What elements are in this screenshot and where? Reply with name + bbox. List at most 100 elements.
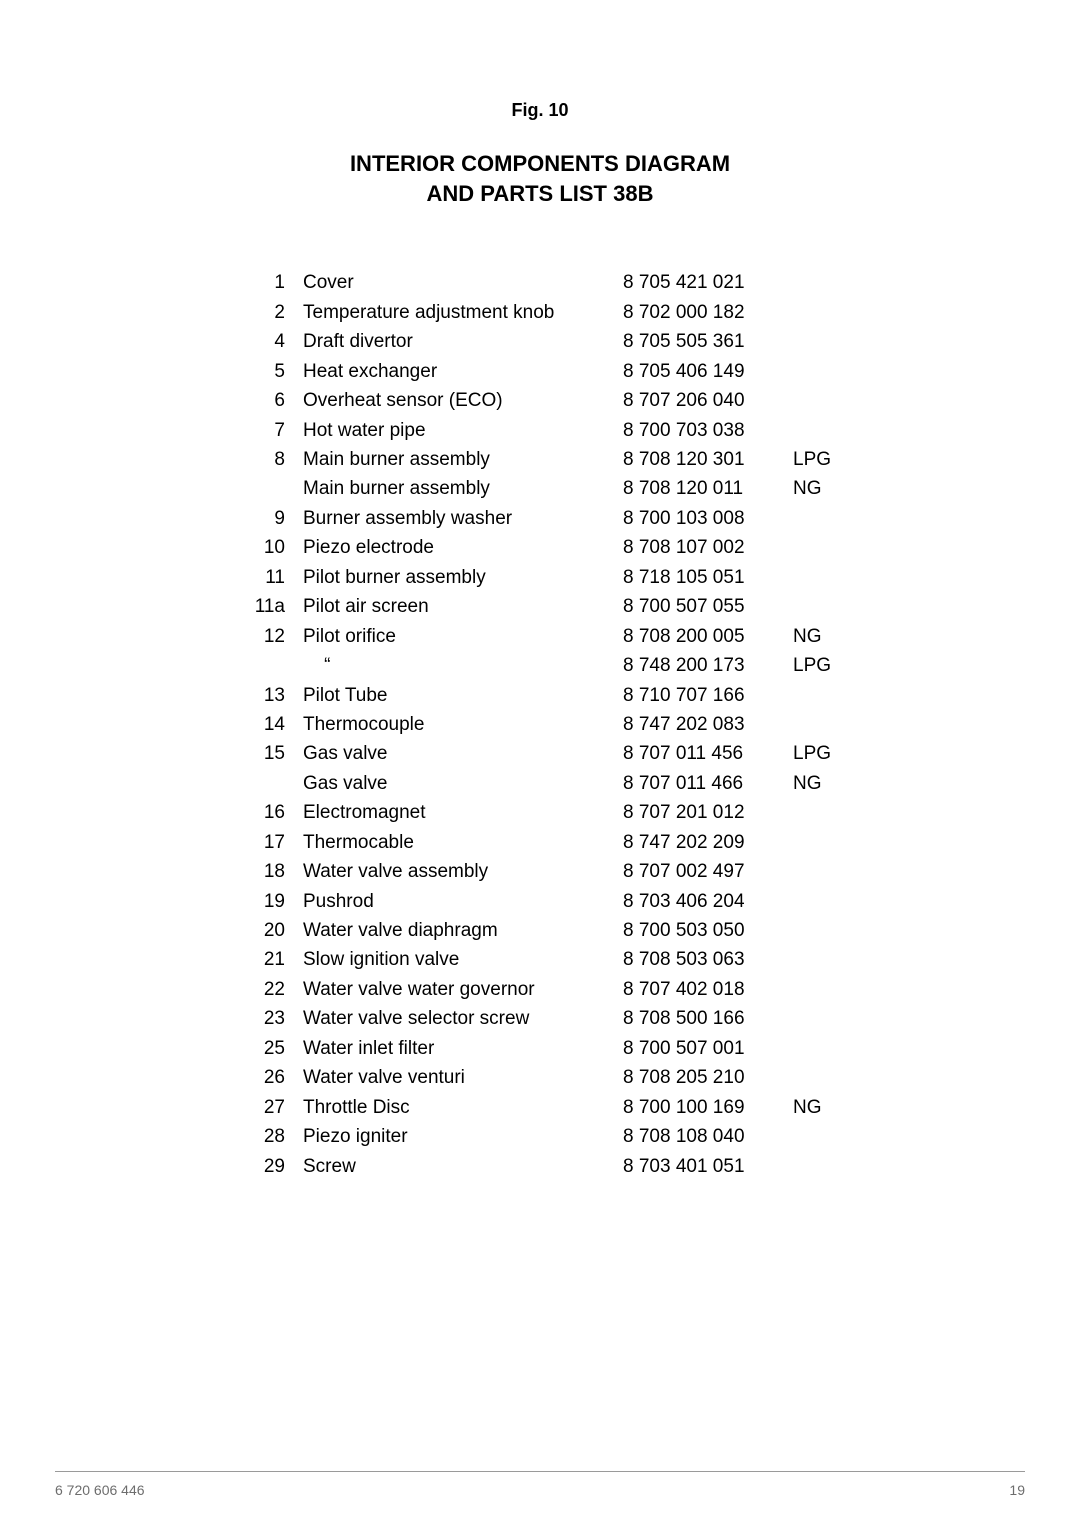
figure-label: Fig. 10 bbox=[0, 100, 1080, 121]
row-number: 22 bbox=[235, 975, 303, 1004]
table-row: Gas valve8 707 011 466NG bbox=[235, 769, 895, 798]
row-note bbox=[793, 386, 853, 415]
table-row: 18Water valve assembly8 707 002 497 bbox=[235, 857, 895, 886]
row-part-number: 8 703 406 204 bbox=[623, 887, 793, 916]
row-part-number: 8 705 406 149 bbox=[623, 357, 793, 386]
row-part-number: 8 700 103 008 bbox=[623, 504, 793, 533]
table-row: 20Water valve diaphragm8 700 503 050 bbox=[235, 916, 895, 945]
row-number: 5 bbox=[235, 357, 303, 386]
row-description: Slow ignition valve bbox=[303, 945, 623, 974]
row-note bbox=[793, 298, 853, 327]
title-line-1: INTERIOR COMPONENTS DIAGRAM bbox=[0, 149, 1080, 179]
table-row: 22Water valve water governor8 707 402 01… bbox=[235, 975, 895, 1004]
row-description: Pilot air screen bbox=[303, 592, 623, 621]
row-part-number: 8 707 201 012 bbox=[623, 798, 793, 827]
row-number: 2 bbox=[235, 298, 303, 327]
row-part-number: 8 707 402 018 bbox=[623, 975, 793, 1004]
row-description: Pilot burner assembly bbox=[303, 563, 623, 592]
row-description: Pilot Tube bbox=[303, 681, 623, 710]
row-number: 16 bbox=[235, 798, 303, 827]
row-part-number: 8 708 500 166 bbox=[623, 1004, 793, 1033]
row-description: Piezo igniter bbox=[303, 1122, 623, 1151]
row-part-number: 8 705 421 021 bbox=[623, 268, 793, 297]
row-number: 11 bbox=[235, 563, 303, 592]
row-note bbox=[793, 710, 853, 739]
row-note: LPG bbox=[793, 445, 853, 474]
row-number bbox=[235, 651, 303, 680]
row-part-number: 8 703 401 051 bbox=[623, 1152, 793, 1181]
row-number: 10 bbox=[235, 533, 303, 562]
table-row: 8Main burner assembly8 708 120 301LPG bbox=[235, 445, 895, 474]
table-row: 12Pilot orifice8 708 200 005NG bbox=[235, 622, 895, 651]
row-number: 7 bbox=[235, 416, 303, 445]
table-row: 28Piezo igniter8 708 108 040 bbox=[235, 1122, 895, 1151]
table-row: 6Overheat sensor (ECO)8 707 206 040 bbox=[235, 386, 895, 415]
row-description: Water valve venturi bbox=[303, 1063, 623, 1092]
row-part-number: 8 705 505 361 bbox=[623, 327, 793, 356]
row-description: Pilot orifice bbox=[303, 622, 623, 651]
row-number: 26 bbox=[235, 1063, 303, 1092]
row-part-number: 8 718 105 051 bbox=[623, 563, 793, 592]
title-block: INTERIOR COMPONENTS DIAGRAM AND PARTS LI… bbox=[0, 149, 1080, 208]
row-description: Water valve selector screw bbox=[303, 1004, 623, 1033]
table-row: 11aPilot air screen8 700 507 055 bbox=[235, 592, 895, 621]
row-note: NG bbox=[793, 1093, 853, 1122]
row-description: Gas valve bbox=[303, 769, 623, 798]
row-number: 14 bbox=[235, 710, 303, 739]
row-part-number: 8 700 703 038 bbox=[623, 416, 793, 445]
table-row: 5Heat exchanger8 705 406 149 bbox=[235, 357, 895, 386]
row-note bbox=[793, 916, 853, 945]
row-note: LPG bbox=[793, 739, 853, 768]
row-description: Electromagnet bbox=[303, 798, 623, 827]
row-number: 19 bbox=[235, 887, 303, 916]
table-row: 9Burner assembly washer8 700 103 008 bbox=[235, 504, 895, 533]
table-row: 1Cover8 705 421 021 bbox=[235, 268, 895, 297]
row-description: Screw bbox=[303, 1152, 623, 1181]
row-number: 27 bbox=[235, 1093, 303, 1122]
table-row: 16Electromagnet8 707 201 012 bbox=[235, 798, 895, 827]
row-part-number: 8 707 206 040 bbox=[623, 386, 793, 415]
row-part-number: 8 747 202 209 bbox=[623, 828, 793, 857]
row-note bbox=[793, 563, 853, 592]
row-part-number: 8 702 000 182 bbox=[623, 298, 793, 327]
row-number bbox=[235, 769, 303, 798]
table-row: 13Pilot Tube8 710 707 166 bbox=[235, 681, 895, 710]
row-note: NG bbox=[793, 474, 853, 503]
row-note bbox=[793, 798, 853, 827]
row-note: NG bbox=[793, 769, 853, 798]
row-number: 15 bbox=[235, 739, 303, 768]
footer-row: 6 720 606 446 19 bbox=[55, 1482, 1025, 1498]
row-part-number: 8 710 707 166 bbox=[623, 681, 793, 710]
row-part-number: 8 747 202 083 bbox=[623, 710, 793, 739]
row-part-number: 8 708 107 002 bbox=[623, 533, 793, 562]
table-row: “8 748 200 173LPG bbox=[235, 651, 895, 680]
row-note bbox=[793, 416, 853, 445]
row-note bbox=[793, 887, 853, 916]
row-number: 12 bbox=[235, 622, 303, 651]
row-number: 17 bbox=[235, 828, 303, 857]
table-row: 4Draft divertor8 705 505 361 bbox=[235, 327, 895, 356]
table-row: 29Screw8 703 401 051 bbox=[235, 1152, 895, 1181]
row-number: 25 bbox=[235, 1034, 303, 1063]
row-description: Gas valve bbox=[303, 739, 623, 768]
row-description: Pushrod bbox=[303, 887, 623, 916]
row-description: Cover bbox=[303, 268, 623, 297]
row-note bbox=[793, 945, 853, 974]
row-note bbox=[793, 268, 853, 297]
table-row: 10Piezo electrode8 708 107 002 bbox=[235, 533, 895, 562]
table-row: 27Throttle Disc8 700 100 169NG bbox=[235, 1093, 895, 1122]
table-row: 25Water inlet filter8 700 507 001 bbox=[235, 1034, 895, 1063]
row-number: 9 bbox=[235, 504, 303, 533]
row-part-number: 8 708 108 040 bbox=[623, 1122, 793, 1151]
table-row: Main burner assembly8 708 120 011NG bbox=[235, 474, 895, 503]
row-part-number: 8 748 200 173 bbox=[623, 651, 793, 680]
row-note bbox=[793, 533, 853, 562]
row-note bbox=[793, 1122, 853, 1151]
parts-table: 1Cover8 705 421 0212Temperature adjustme… bbox=[235, 268, 895, 1181]
row-description: Overheat sensor (ECO) bbox=[303, 386, 623, 415]
row-number: 23 bbox=[235, 1004, 303, 1033]
row-number bbox=[235, 474, 303, 503]
row-part-number: 8 708 200 005 bbox=[623, 622, 793, 651]
table-row: 15Gas valve8 707 011 456LPG bbox=[235, 739, 895, 768]
row-description: Burner assembly washer bbox=[303, 504, 623, 533]
